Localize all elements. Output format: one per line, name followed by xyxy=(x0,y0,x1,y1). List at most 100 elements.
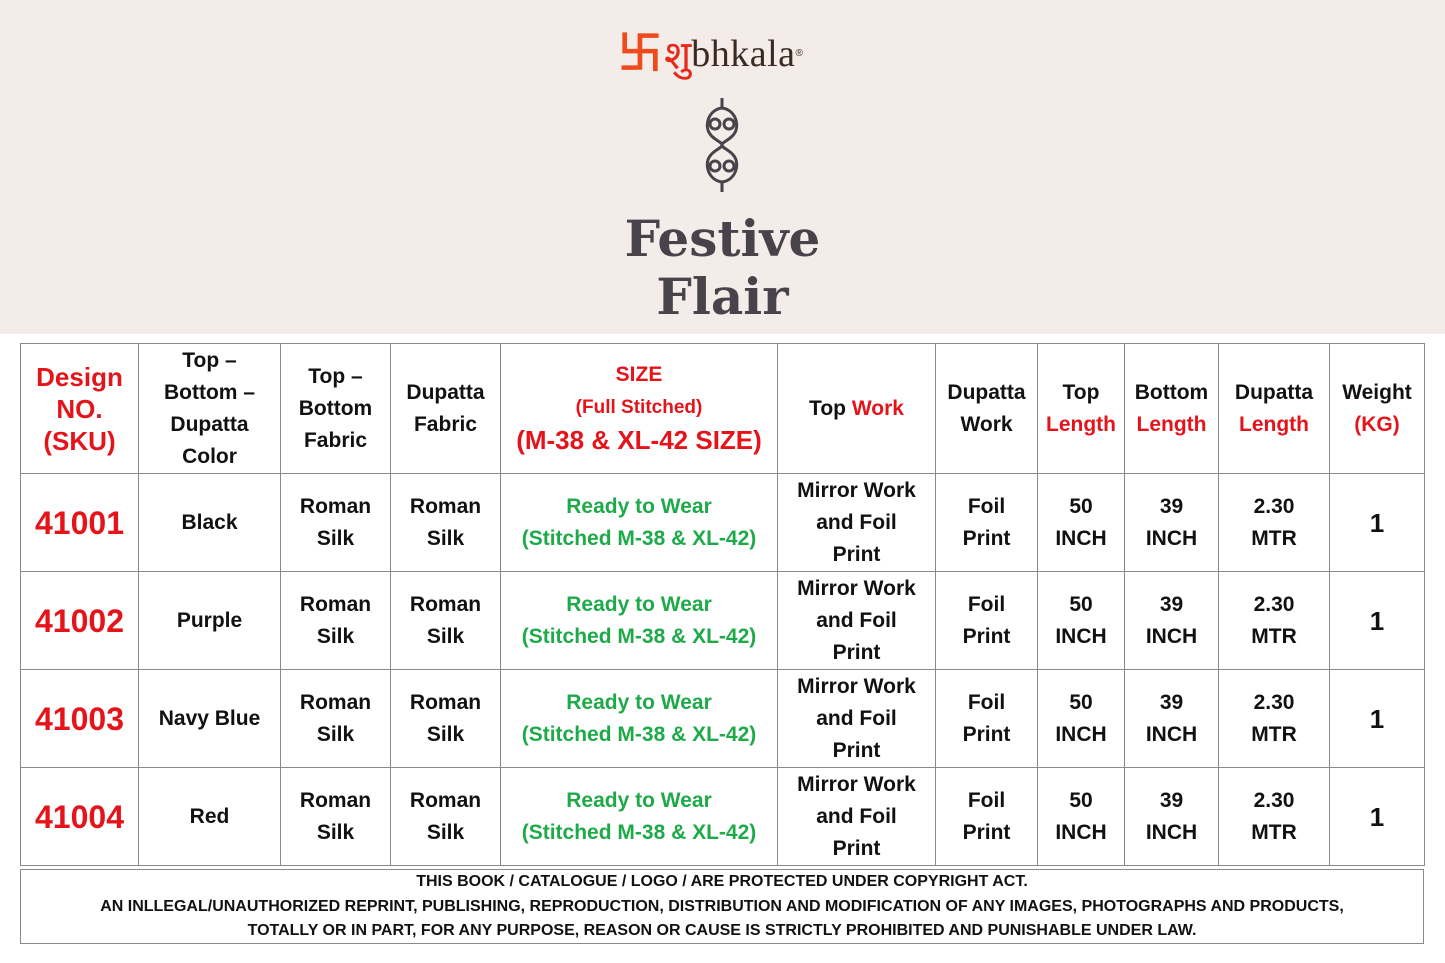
size-cell-line: Ready to Wear xyxy=(566,690,712,714)
size-cell-line: Ready to Wear xyxy=(566,494,712,518)
header-bottom-length: Bottom Length xyxy=(1124,343,1219,474)
dupatta-work-cell-line: Foil xyxy=(967,690,1006,714)
swastik-icon: 卐 xyxy=(618,28,662,78)
dupatta-work-cell: Foil Print xyxy=(935,473,1038,572)
size-cell-line: (Stitched M-38 & XL-42) xyxy=(521,722,757,746)
collection-title-line2: Flair xyxy=(656,267,789,326)
fabric-cell-line: Silk xyxy=(316,722,355,746)
dupatta-work-cell-line: Print xyxy=(962,722,1011,746)
fabric-cell-line: Silk xyxy=(316,624,355,648)
top-work-cell-line: Mirror Work xyxy=(797,576,916,600)
dupatta-fabric-cell: Roman Silk xyxy=(390,473,501,572)
size-cell: Ready to Wear (Stitched M-38 & XL-42) xyxy=(500,571,778,670)
top-work-cell-line: Print xyxy=(832,542,881,566)
dupatta-fabric-cell-line: Silk xyxy=(426,526,465,550)
sku-cell: 41002 xyxy=(20,571,139,670)
dupatta-work-cell: Foil Print xyxy=(935,767,1038,866)
top-work-cell: Mirror Work and Foil Print xyxy=(777,571,936,670)
color-cell: Purple xyxy=(138,571,281,670)
fabric-cell-line: Silk xyxy=(316,526,355,550)
dupatta-fabric-cell-line: Roman xyxy=(409,690,482,714)
dupatta-length-cell-line: MTR xyxy=(1251,820,1297,844)
fabric-cell-line: Roman xyxy=(299,592,372,616)
collection-title-line1: Festive xyxy=(624,209,821,268)
dupatta-work-cell-line: Print xyxy=(962,820,1011,844)
bottom-length-cell-line: 39 xyxy=(1159,494,1184,518)
dupatta-fabric-cell-line: Silk xyxy=(426,624,465,648)
bottom-length-cell-line: 39 xyxy=(1159,592,1184,616)
size-cell: Ready to Wear (Stitched M-38 & XL-42) xyxy=(500,473,778,572)
top-work-cell: Mirror Work and Foil Print xyxy=(777,473,936,572)
size-cell-line: Ready to Wear xyxy=(566,592,712,616)
fabric-cell-line: Roman xyxy=(299,690,372,714)
top-length-cell-line: 50 xyxy=(1069,788,1093,812)
dupatta-length-cell-line: 2.30 xyxy=(1253,592,1295,616)
top-work-cell-line: Print xyxy=(832,640,881,664)
registered-mark: ® xyxy=(795,48,803,59)
dupatta-length-cell-line: 2.30 xyxy=(1253,788,1295,812)
top-length-cell: 50 INCH xyxy=(1037,669,1125,768)
top-length-cell: 50 INCH xyxy=(1037,473,1125,572)
size-cell-line: (Stitched M-38 & XL-42) xyxy=(521,526,757,550)
dupatta-work-cell: Foil Print xyxy=(935,571,1038,670)
table-row: 41003 Navy Blue Roman Silk Roman Silk Ready to… xyxy=(20,669,1425,768)
brand-logo: 卐 शु bhkala ® xyxy=(618,26,803,81)
table-row: 41002 Purple Roman Silk Roman Silk Ready to We… xyxy=(20,571,1425,670)
table-row: 41004 Red Roman Silk Roman Silk Ready to Wear (… xyxy=(20,767,1425,866)
header-dupatta-length: Dupatta Length xyxy=(1218,343,1330,474)
sku-cell: 41003 xyxy=(20,669,139,768)
top-length-cell-line: INCH xyxy=(1055,526,1107,550)
top-work-cell: Mirror Work and Foil Print xyxy=(777,669,936,768)
top-work-cell-line: and Foil xyxy=(816,706,897,730)
dupatta-fabric-cell-line: Silk xyxy=(426,722,465,746)
dupatta-length-cell-line: 2.30 xyxy=(1253,690,1295,714)
size-cell-line: (Stitched M-38 & XL-42) xyxy=(521,624,757,648)
logo-text: bhkala xyxy=(691,32,796,75)
weight-cell: 1 xyxy=(1329,767,1425,866)
fabric-cell-line: Silk xyxy=(316,820,355,844)
bottom-length-cell-line: INCH xyxy=(1145,526,1198,550)
bottom-length-cell: 39 INCH xyxy=(1124,767,1219,866)
bottom-length-cell-line: INCH xyxy=(1145,722,1198,746)
top-work-cell-line: Mirror Work xyxy=(797,772,916,796)
size-cell: Ready to Wear (Stitched M-38 & XL-42) xyxy=(500,767,778,866)
header-size: SIZE (Full Stitched) (M-38 & XL-42 SIZE) xyxy=(500,343,778,474)
dupatta-fabric-cell: Roman Silk xyxy=(390,571,501,670)
dupatta-length-cell-line: 2.30 xyxy=(1253,494,1295,518)
dupatta-length-cell-line: MTR xyxy=(1251,624,1297,648)
top-length-cell-line: 50 xyxy=(1069,494,1093,518)
bottom-length-cell-line: INCH xyxy=(1145,624,1198,648)
top-length-cell-line: INCH xyxy=(1055,624,1107,648)
header-dupatta-fabric: Dupatta Fabric xyxy=(390,343,501,474)
dupatta-fabric-cell-line: Silk xyxy=(426,820,465,844)
dupatta-fabric-cell: Roman Silk xyxy=(390,669,501,768)
dupatta-length-cell: 2.30 MTR xyxy=(1218,571,1330,670)
top-work-cell: Mirror Work and Foil Print xyxy=(777,767,936,866)
top-length-cell-line: 50 xyxy=(1069,592,1093,616)
fabric-cell-line: Roman xyxy=(299,494,372,518)
size-cell-line: Ready to Wear xyxy=(566,788,712,812)
fabric-cell-line: Roman xyxy=(299,788,372,812)
dupatta-length-cell-line: MTR xyxy=(1251,722,1297,746)
header-dupatta-work: Dupatta Work xyxy=(935,343,1038,474)
table-row: 41001 Black Roman Silk Roman Silk Ready to Wea… xyxy=(20,473,1425,572)
header-weight: Weight (KG) xyxy=(1329,343,1425,474)
top-work-cell-line: Print xyxy=(832,836,881,860)
size-cell: Ready to Wear (Stitched M-38 & XL-42) xyxy=(500,669,778,768)
top-work-cell-line: Mirror Work xyxy=(797,674,916,698)
shu-glyph-icon: शु xyxy=(664,33,692,79)
dupatta-length-cell: 2.30 MTR xyxy=(1218,767,1330,866)
bottom-length-cell: 39 INCH xyxy=(1124,571,1219,670)
fabric-cell: Roman Silk xyxy=(280,669,391,768)
bottom-length-cell: 39 INCH xyxy=(1124,669,1219,768)
dupatta-length-cell-line: MTR xyxy=(1251,526,1297,550)
bottom-length-cell: 39 INCH xyxy=(1124,473,1219,572)
weight-cell: 1 xyxy=(1329,473,1425,572)
dupatta-work-cell-line: Foil xyxy=(967,788,1006,812)
header-design-no: Design NO. (SKU) xyxy=(20,343,139,474)
top-length-cell-line: INCH xyxy=(1055,820,1107,844)
dupatta-fabric-cell-line: Roman xyxy=(409,788,482,812)
dupatta-length-cell: 2.30 MTR xyxy=(1218,669,1330,768)
color-cell: Black xyxy=(138,473,281,572)
top-work-cell-line: Mirror Work xyxy=(797,478,916,502)
